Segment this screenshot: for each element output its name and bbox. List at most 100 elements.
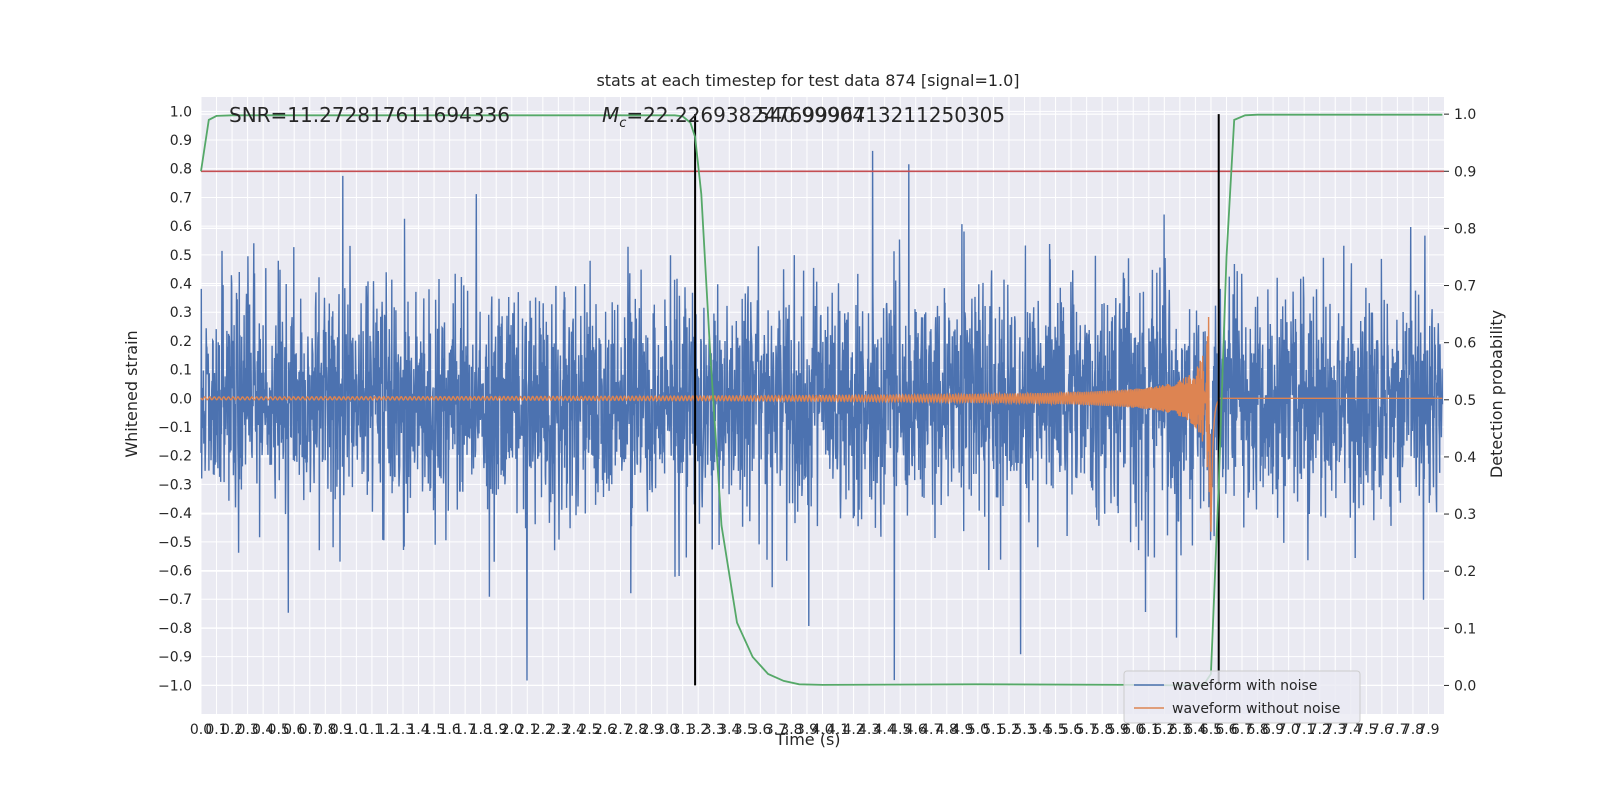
x-tick-label: 0.9 <box>330 722 352 738</box>
x-tick-label: 2.8 <box>625 722 647 738</box>
x-tick-label: 0.8 <box>314 722 336 738</box>
y-tick-label: −0.7 <box>158 592 192 608</box>
y-tick-label: 0.4 <box>170 277 192 293</box>
x-tick-label: 4.7 <box>920 722 942 738</box>
x-tick-label: 1.1 <box>361 722 383 738</box>
x-tick-label: 0.3 <box>236 722 258 738</box>
x-tick-label: 5.5 <box>1044 722 1066 738</box>
y-tick-label: −0.3 <box>158 477 192 493</box>
series-waveform-without-noise <box>200 316 1443 532</box>
plot-area <box>200 113 1444 687</box>
y-tick-label: −0.8 <box>158 621 192 637</box>
x-tick-label: 6.2 <box>1153 722 1175 738</box>
x-tick-label: 7.7 <box>1386 722 1408 738</box>
snr-annotation: SNR=11.272817611694336 <box>229 103 510 127</box>
x-tick-label: 7.8 <box>1402 722 1424 738</box>
x-tick-label: 5.1 <box>982 722 1004 738</box>
x-tick-label: 4.6 <box>905 722 927 738</box>
x-tick-label: 6.7 <box>1231 722 1253 738</box>
y2-tick-label: 0.2 <box>1454 564 1476 580</box>
y2-tick-label: 0.8 <box>1454 221 1476 237</box>
y-tick-label: 0.2 <box>170 334 192 350</box>
y2-tick-label: 0.4 <box>1454 450 1476 466</box>
x-tick-label: 5.6 <box>1060 722 1082 738</box>
x-tick-label: 1.2 <box>376 722 398 738</box>
x-tick-label: 4.5 <box>889 722 911 738</box>
x-tick-labels: 0.00.10.20.30.40.50.60.70.80.91.01.11.21… <box>190 722 1440 738</box>
x-tick-label: 5.2 <box>998 722 1020 738</box>
y-tick-label: −0.6 <box>158 564 192 580</box>
x-tick-label: 4.2 <box>842 722 864 738</box>
x-tick-label: 6.0 <box>1122 722 1144 738</box>
y-tick-label: −0.1 <box>158 420 192 436</box>
x-tick-label: 2.6 <box>594 722 616 738</box>
y-tick-label: −0.2 <box>158 449 192 465</box>
x-tick-label: 3.2 <box>687 722 709 738</box>
x-tick-label: 2.1 <box>516 722 538 738</box>
x-tick-label: 1.6 <box>438 722 460 738</box>
y-tick-labels: −1.0 −0.9 −0.8 −0.7 −0.6 −0.5 −0.4 −0.3 −0.2 −0.1… <box>158 104 192 694</box>
x-tick-label: 5.3 <box>1013 722 1035 738</box>
legend-label-waveform-with-noise: waveform with noise <box>1172 678 1317 694</box>
x-tick-label: 4.3 <box>858 722 880 738</box>
x-tick-label: 6.9 <box>1262 722 1284 738</box>
x-tick-label: 3.0 <box>656 722 678 738</box>
y2-tick-label: 0.6 <box>1454 336 1476 352</box>
x-tick-label: 3.7 <box>765 722 787 738</box>
chirp-mass-annotation: Mc=22.226938247699967 <box>602 103 866 131</box>
y2-tick-label: 0.9 <box>1454 164 1476 180</box>
x-tick-label: 0.7 <box>299 722 321 738</box>
x-tick-label: 7.9 <box>1417 722 1439 738</box>
y-tick-label: −0.5 <box>158 535 192 551</box>
x-tick-label: 2.0 <box>501 722 523 738</box>
legend-box <box>1123 670 1361 724</box>
chirp-mass-symbol: M <box>602 103 619 127</box>
y-tick-label: 0.7 <box>170 190 192 206</box>
x-tick-label: 7.1 <box>1293 722 1315 738</box>
x-tick-label: 1.0 <box>345 722 367 738</box>
y2-axis-label: Detection probability <box>1487 310 1506 478</box>
x-tick-label: 7.3 <box>1324 722 1346 738</box>
x-tick-label: 5.7 <box>1076 722 1098 738</box>
x-tick-label: 2.9 <box>640 722 662 738</box>
y-tick-label: −0.9 <box>158 650 192 666</box>
y-tick-label: −0.4 <box>158 506 192 522</box>
x-tick-label: 1.8 <box>470 722 492 738</box>
y2-tick-label: 0.3 <box>1454 507 1476 523</box>
x-tick-label: 0.6 <box>283 722 305 738</box>
x-tick-label: 2.4 <box>563 722 585 738</box>
series-waveform-with-noise <box>200 150 1444 681</box>
x-tick-label: 4.4 <box>874 722 896 738</box>
x-tick-label: 2.7 <box>609 722 631 738</box>
x-tick-label: 3.5 <box>734 722 756 738</box>
x-tick-label: 1.7 <box>454 722 476 738</box>
x-axis-label: Time (s) <box>774 730 840 749</box>
chart-title: stats at each timestep for test data 874… <box>596 71 1019 90</box>
series-detection-probability <box>200 113 1443 687</box>
legend: waveform with noise waveform without noi… <box>1123 670 1361 724</box>
y-tick-label: 0.0 <box>170 391 192 407</box>
x-tick-label: 2.5 <box>578 722 600 738</box>
x-tick-label: 7.2 <box>1309 722 1331 738</box>
x-tick-label: 4.9 <box>951 722 973 738</box>
x-tick-label: 5.4 <box>1029 722 1051 738</box>
x-tick-label: 0.5 <box>268 722 290 738</box>
y2-tick-label: 0.0 <box>1454 678 1476 694</box>
x-tick-label: 6.5 <box>1200 722 1222 738</box>
chirp-mass-value: =22.226938247699967 <box>626 103 865 127</box>
x-tick-label: 3.4 <box>718 722 740 738</box>
x-tick-label: 3.3 <box>703 722 725 738</box>
x-tick-label: 4.8 <box>936 722 958 738</box>
x-tick-label: 0.0 <box>190 722 212 738</box>
x-tick-label: 1.3 <box>392 722 414 738</box>
x-tick-label: 5.9 <box>1107 722 1129 738</box>
x-tick-label: 6.3 <box>1169 722 1191 738</box>
x-tick-label: 6.8 <box>1246 722 1268 738</box>
x-tick-label: 6.1 <box>1138 722 1160 738</box>
y-tick-label: 0.1 <box>170 363 192 379</box>
x-tick-label: 1.4 <box>407 722 429 738</box>
x-tick-label: 0.2 <box>221 722 243 738</box>
x-tick-label: 3.6 <box>749 722 771 738</box>
x-tick-label: 4.0 <box>811 722 833 738</box>
